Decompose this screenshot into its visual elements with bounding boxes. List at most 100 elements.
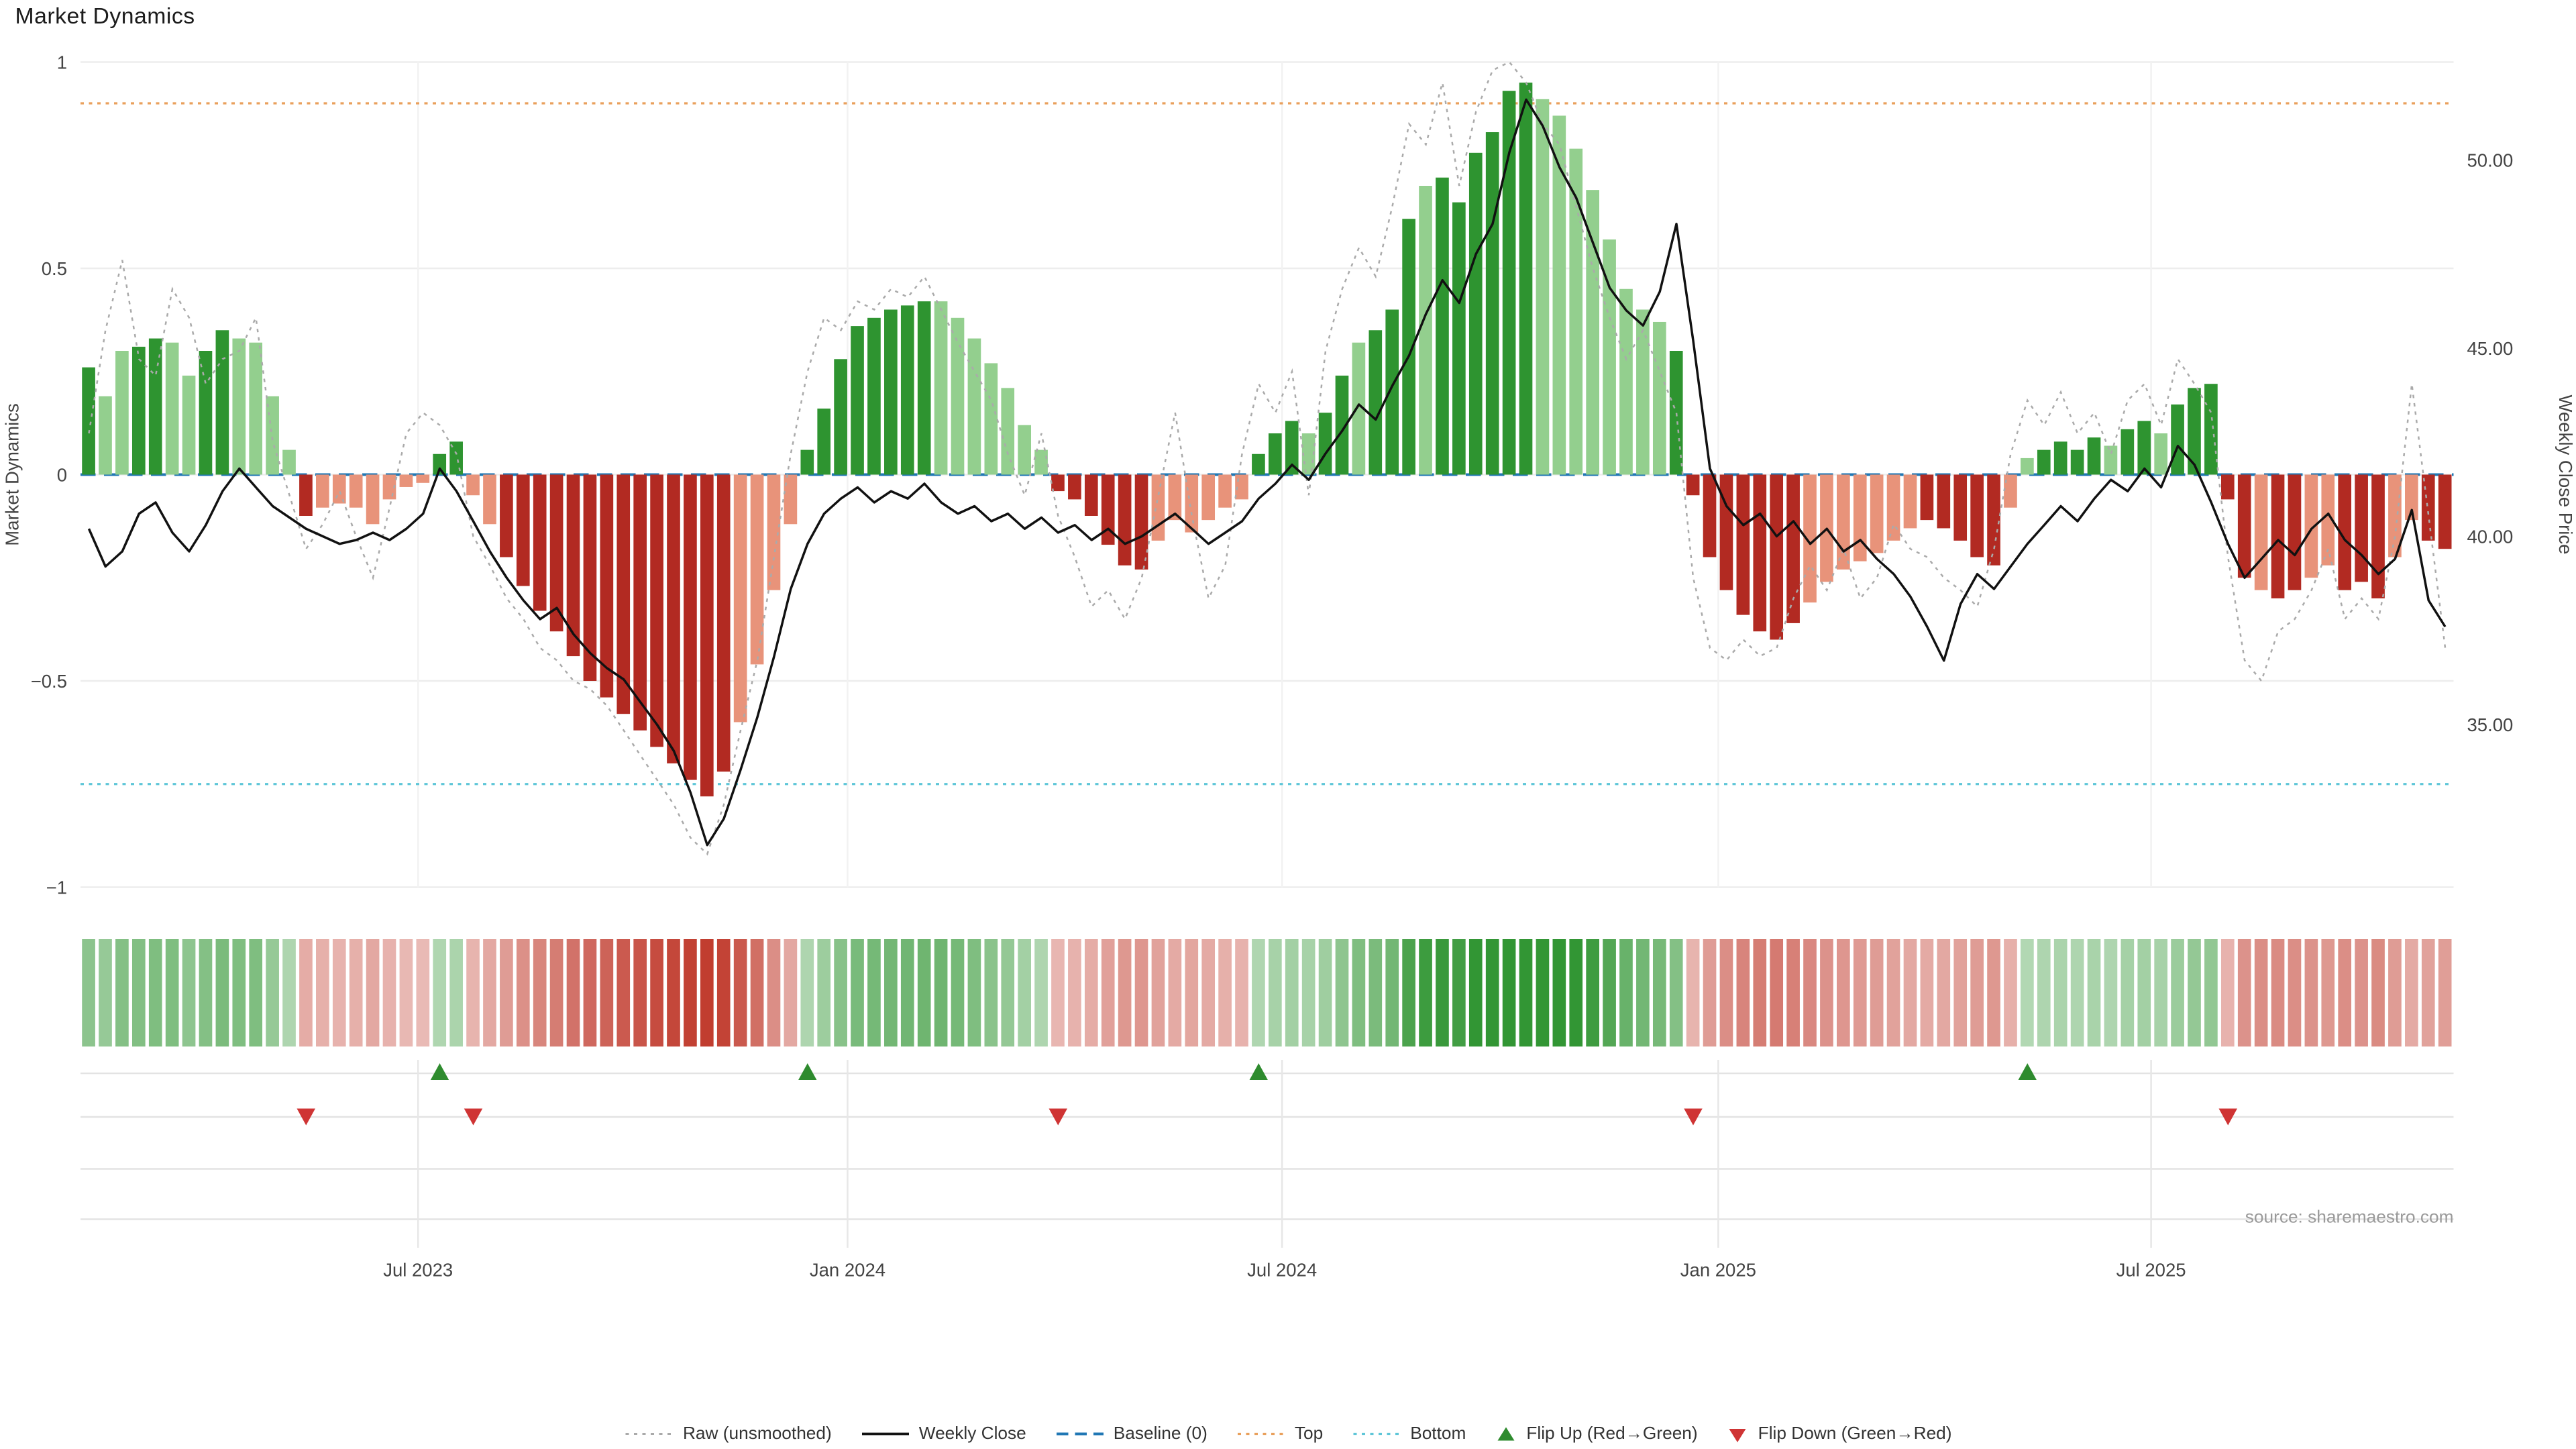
dynamics-bar	[1970, 474, 1984, 557]
heatmap-cell	[2338, 939, 2352, 1046]
dynamics-bar	[1352, 342, 1366, 475]
heatmap-cell	[1084, 939, 1098, 1046]
dynamics-bar	[1285, 421, 1299, 475]
flip-down-marker	[297, 1108, 315, 1126]
dynamics-bar	[867, 317, 881, 475]
legend-label: Baseline (0)	[1113, 1424, 1208, 1444]
flip-down-marker	[1049, 1108, 1067, 1126]
heatmap-cell	[1185, 939, 1199, 1046]
legend-label: Flip Up (Red→Green)	[1526, 1424, 1698, 1444]
legend-label: Bottom	[1410, 1424, 1466, 1444]
dynamics-bar	[1502, 91, 1516, 475]
dynamics-bar	[1636, 309, 1650, 475]
left-axis-title: Market Dynamics	[2, 403, 23, 545]
dynamics-bar	[1552, 115, 1566, 475]
heatmap-cell	[1686, 939, 1700, 1046]
heatmap-cell	[215, 939, 229, 1046]
heatmap-cell	[1853, 939, 1867, 1046]
heatmap-cell	[99, 939, 112, 1046]
heatmap-cell	[249, 939, 263, 1046]
heatmap-cell	[483, 939, 496, 1046]
dynamics-bar	[951, 317, 965, 475]
dynamics-bar	[1937, 474, 1951, 529]
heatmap-cell	[967, 939, 981, 1046]
heatmap-cell	[1101, 939, 1115, 1046]
dynamics-bar	[884, 309, 898, 475]
dynamics-bar	[1252, 453, 1265, 475]
legend-label: Weekly Close	[918, 1424, 1026, 1444]
legend-item-flip-up[interactable]: Flip Up (Red→Green)	[1495, 1424, 1698, 1444]
legend-item-weekly-close[interactable]: Weekly Close	[860, 1424, 1026, 1444]
x-axis-tick: Jul 2025	[2116, 1260, 2186, 1281]
flip-down-marker	[464, 1108, 483, 1126]
legend-item-top[interactable]: Top	[1236, 1424, 1323, 1444]
heatmap-cell	[2171, 939, 2184, 1046]
heatmap-cell	[1953, 939, 1968, 1046]
heatmap-cell	[2271, 939, 2285, 1046]
dynamics-bar	[1686, 474, 1700, 496]
left-axis-tick: 0.5	[42, 258, 67, 279]
heatmap-cell	[1318, 939, 1332, 1046]
legend-item-bottom[interactable]: Bottom	[1352, 1424, 1466, 1444]
heatmap-cell	[1552, 939, 1566, 1046]
dynamics-bar	[466, 474, 480, 496]
dynamics-bar	[1569, 148, 1583, 475]
heatmap-cell	[182, 939, 196, 1046]
weekly-close-swatch	[861, 1432, 909, 1436]
dynamics-bar	[667, 474, 680, 763]
dynamics-bar	[2388, 474, 2402, 557]
dynamics-bar	[1837, 474, 1850, 570]
heatmap-cell	[951, 939, 965, 1046]
heatmap-cell	[2288, 939, 2302, 1046]
dynamics-bar	[2237, 474, 2251, 578]
dynamics-bar	[1068, 474, 1081, 500]
heatmap-cell	[1536, 939, 1550, 1046]
heatmap-cell	[667, 939, 680, 1046]
dynamics-bar	[249, 342, 263, 475]
heatmap-cell	[1603, 939, 1616, 1046]
heatmap-cell	[1018, 939, 1031, 1046]
dynamics-bar	[2021, 458, 2034, 475]
heatmap-cell	[917, 939, 931, 1046]
heatmap-cell	[1235, 939, 1248, 1046]
dynamics-bar	[934, 301, 948, 475]
heatmap-cell	[1820, 939, 1833, 1046]
x-axis-tick: Jul 2023	[383, 1260, 453, 1281]
dynamics-bar	[1201, 474, 1216, 521]
heatmap-cell	[1485, 939, 1499, 1046]
dynamics-bar	[1886, 474, 1900, 541]
heatmap-cell	[2154, 939, 2167, 1046]
legend-item-baseline[interactable]: Baseline (0)	[1055, 1424, 1208, 1444]
dynamics-bar	[1301, 433, 1316, 475]
x-axis-tick: Jan 2025	[1680, 1260, 1756, 1281]
right-axis-tick: 35.00	[2467, 714, 2514, 735]
dynamics-bar	[1218, 474, 1232, 508]
dynamics-bar	[1452, 202, 1466, 475]
heatmap-cell	[1269, 939, 1282, 1046]
heatmap-strip	[82, 939, 2452, 1046]
legend-item-flip-down[interactable]: Flip Down (Green→Red)	[1726, 1424, 1952, 1444]
dynamics-bar	[299, 474, 313, 516]
dynamics-bar	[1603, 239, 1616, 475]
dynamics-bar	[2421, 474, 2435, 541]
heatmap-cell	[1218, 939, 1232, 1046]
heatmap-cell	[1252, 939, 1265, 1046]
legend-label: Raw (unsmoothed)	[682, 1424, 832, 1444]
heatmap-cell	[616, 939, 631, 1046]
dynamics-bar	[282, 449, 296, 475]
heatmap-cell	[1118, 939, 1132, 1046]
dynamics-bar	[1018, 425, 1031, 475]
heatmap-cell	[2304, 939, 2318, 1046]
top-line-swatch	[1237, 1432, 1285, 1436]
dynamics-bar	[1034, 449, 1048, 475]
heatmap-cell	[2421, 939, 2435, 1046]
heatmap-cell	[2405, 939, 2418, 1046]
dynamics-bar	[767, 474, 781, 590]
dynamics-bar	[1385, 309, 1399, 475]
legend-item-raw[interactable]: Raw (unsmoothed)	[624, 1424, 832, 1444]
heatmap-cell	[1586, 939, 1599, 1046]
chart-legend: Raw (unsmoothed) Weekly Close Baseline (…	[0, 1424, 2576, 1444]
left-axis-tick: 0	[57, 465, 67, 486]
heatmap-cell	[633, 939, 647, 1046]
heatmap-cell	[165, 939, 179, 1046]
